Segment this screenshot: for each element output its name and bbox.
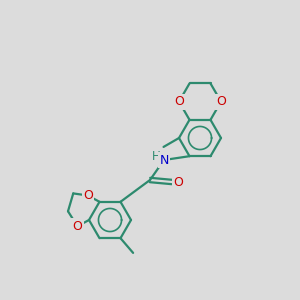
Text: O: O [173,176,183,188]
Text: O: O [216,95,226,108]
Text: O: O [174,95,184,108]
Text: O: O [73,220,82,233]
Text: O: O [83,189,93,202]
Text: N: N [159,154,169,166]
Text: H: H [152,151,160,164]
